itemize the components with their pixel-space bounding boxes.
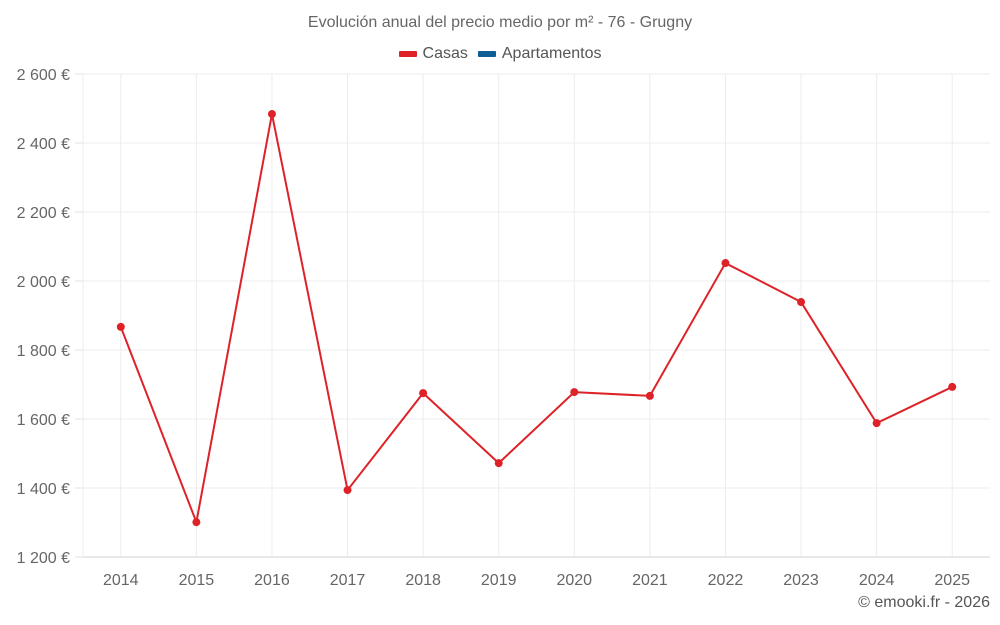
data-point[interactable] (721, 259, 730, 268)
x-tick-label: 2025 (934, 572, 970, 589)
series-line-casas (119, 113, 953, 526)
data-point[interactable] (948, 382, 957, 391)
y-tick-label: 2 600 € (17, 67, 70, 84)
x-tick-label: 2017 (330, 572, 366, 589)
data-point[interactable] (116, 322, 125, 331)
x-tick-label: 2023 (783, 572, 819, 589)
x-tick-label: 2020 (556, 572, 592, 589)
x-tick-label: 2022 (708, 572, 744, 589)
y-tick-label: 1 200 € (17, 550, 70, 567)
x-tick-label: 2016 (254, 572, 290, 589)
legend-item-apartamentos[interactable]: Apartamentos (477, 45, 602, 63)
y-tick-label: 1 800 € (17, 343, 70, 360)
x-tick-label: 2024 (859, 572, 895, 589)
x-tick-label: 2018 (405, 572, 441, 589)
y-tick-label: 2 200 € (17, 205, 70, 222)
data-point[interactable] (267, 110, 276, 119)
legend-item-casas[interactable]: Casas (398, 45, 468, 63)
x-tick-label: 2015 (179, 572, 215, 589)
legend-label: Casas (422, 45, 468, 62)
y-tick-label: 2 400 € (17, 136, 70, 153)
x-tick-label: 2014 (103, 572, 139, 589)
data-point[interactable] (494, 459, 503, 468)
y-tick-label: 2 000 € (17, 274, 70, 291)
data-point[interactable] (872, 419, 881, 428)
legend: Casas Apartamentos (0, 45, 1000, 63)
x-tick-label: 2019 (481, 572, 517, 589)
data-point[interactable] (419, 389, 428, 398)
apartamentos-swatch-icon (477, 51, 496, 57)
y-tick-label: 1 600 € (17, 412, 70, 429)
legend-label: Apartamentos (501, 45, 602, 62)
credit-text: © emooki.fr - 2026 (858, 594, 990, 611)
y-tick-label: 1 400 € (17, 481, 70, 498)
chart-title: Evolución anual del precio medio por m² … (307, 14, 693, 31)
data-point[interactable] (797, 298, 806, 307)
data-point[interactable] (192, 518, 201, 527)
data-point[interactable] (645, 391, 654, 400)
casas-swatch-icon (398, 51, 417, 57)
data-point[interactable] (570, 388, 579, 397)
data-point[interactable] (343, 486, 352, 495)
x-tick-label: 2021 (632, 572, 668, 589)
